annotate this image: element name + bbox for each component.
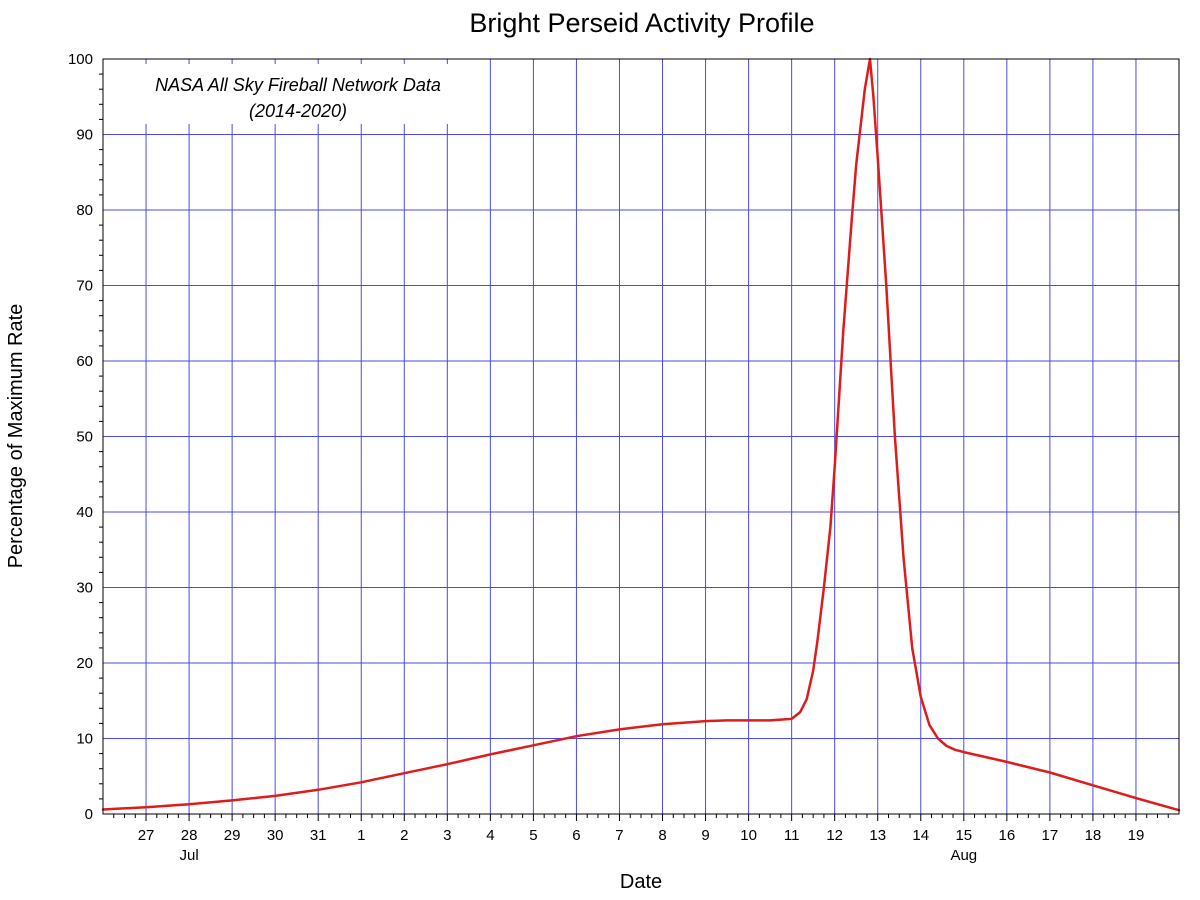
- x-tick-label: 18: [1085, 827, 1102, 844]
- x-tick-label: 13: [869, 827, 886, 844]
- x-tick-label: 10: [740, 827, 757, 844]
- plot-frame: [102, 58, 1180, 815]
- x-tick-label: 9: [701, 827, 709, 844]
- x-tick-label: 29: [224, 827, 241, 844]
- series-layer: [101, 57, 1181, 812]
- annotation-line-1: NASA All Sky Fireball Network Data: [155, 75, 441, 95]
- series-line: [101, 57, 1181, 812]
- y-tick-label: 70: [76, 278, 93, 295]
- y-tick-label: 60: [76, 353, 93, 370]
- x-tick-label: 7: [615, 827, 623, 844]
- x-tick-label: 15: [955, 827, 972, 844]
- month-label: Aug: [950, 847, 977, 864]
- y-tick-label: 20: [76, 655, 93, 672]
- x-tick-label: 12: [826, 827, 843, 844]
- x-tick-label: 28: [181, 827, 198, 844]
- y-tick-label: 100: [68, 51, 93, 68]
- y-axis-label: Percentage of Maximum Rate: [5, 304, 27, 569]
- month-label: Jul: [179, 847, 198, 864]
- y-tick-label: 90: [76, 127, 93, 144]
- x-tick-label: 1: [357, 827, 365, 844]
- y-tick-label: 10: [76, 731, 93, 748]
- chart-title: Bright Perseid Activity Profile: [469, 8, 814, 38]
- x-tick-label: 11: [784, 827, 800, 844]
- annotation-line-2: (2014-2020): [249, 101, 347, 121]
- x-tick-label: 14: [912, 827, 929, 844]
- y-tick-label: 0: [85, 806, 93, 823]
- grid: [99, 58, 1179, 821]
- annotation-background: [118, 64, 478, 124]
- x-tick-label: 4: [486, 827, 494, 844]
- x-tick-label: 6: [572, 827, 580, 844]
- y-tick-label: 40: [76, 504, 93, 521]
- y-tick-label: 80: [76, 202, 93, 219]
- x-tick-label: 8: [658, 827, 666, 844]
- x-tick-label: 31: [310, 827, 327, 844]
- plot-annotation: NASA All Sky Fireball Network Data (2014…: [118, 64, 478, 124]
- x-tick-label: 30: [267, 827, 284, 844]
- x-tick-label: 27: [138, 827, 155, 844]
- x-tick-label: 16: [998, 827, 1015, 844]
- x-axis-label: Date: [620, 871, 662, 893]
- x-tick-label: 3: [443, 827, 451, 844]
- x-tick-label: 19: [1128, 827, 1145, 844]
- x-tick-label: 2: [400, 827, 408, 844]
- x-tick-label: 5: [529, 827, 537, 844]
- y-tick-label: 50: [76, 429, 93, 446]
- y-tick-label: 30: [76, 580, 93, 597]
- x-tick-label: 17: [1042, 827, 1059, 844]
